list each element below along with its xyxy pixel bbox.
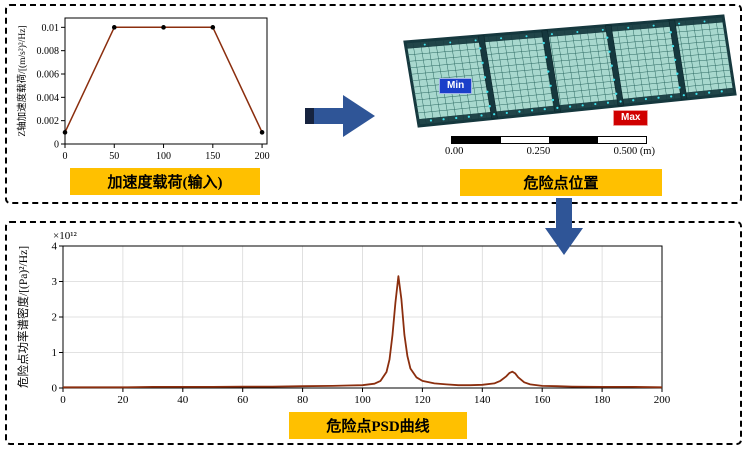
- svg-text:2: 2: [52, 312, 58, 324]
- scalebar-segment: [500, 137, 549, 143]
- svg-text:20: 20: [117, 394, 128, 406]
- svg-text:180: 180: [594, 394, 611, 406]
- scale-tick-label: 0.250: [526, 146, 551, 157]
- psd-chart: 0 20 40 60 80 100 120 140 160 180 200 0 1 2 3 4 危险点功率谱密度…: [16, 230, 671, 406]
- svg-text:危险点功率谱密度/[(Pa)²/Hz]: 危险点功率谱密度/[(Pa)²/Hz]: [16, 246, 30, 388]
- svg-text:60: 60: [237, 394, 249, 406]
- scalebar-segment: [549, 137, 598, 143]
- svg-text:100: 100: [354, 394, 371, 406]
- svg-text:40: 40: [177, 394, 189, 406]
- acceleration-caption: 加速度载荷(输入): [70, 168, 260, 195]
- svg-text:0.006: 0.006: [37, 70, 60, 81]
- svg-text:100: 100: [156, 151, 171, 162]
- svg-text:0: 0: [54, 140, 59, 151]
- flow-arrow-right-icon: [305, 95, 375, 137]
- svg-text:0: 0: [52, 383, 58, 395]
- psd-caption: 危险点PSD曲线: [289, 412, 467, 439]
- scale-bar: 0.00 0.250 0.500 (m): [445, 136, 655, 157]
- svg-text:200: 200: [255, 151, 270, 162]
- svg-text:0: 0: [63, 151, 68, 162]
- svg-text:Z轴加速度载荷/[(m/s²)²/Hz]: Z轴加速度载荷/[(m/s²)²/Hz]: [16, 25, 28, 136]
- scale-tick-label: 0.00: [445, 146, 464, 157]
- svg-text:120: 120: [414, 394, 431, 406]
- svg-text:80: 80: [297, 394, 309, 406]
- svg-text:1: 1: [52, 347, 58, 359]
- svg-text:140: 140: [474, 394, 491, 406]
- scale-labels: 0.00 0.250 0.500 (m): [445, 146, 655, 157]
- svg-text:160: 160: [534, 394, 551, 406]
- scale-tick-label: 0.500 (m): [613, 146, 655, 157]
- svg-text:50: 50: [109, 151, 119, 162]
- svg-text:×10¹²: ×10¹²: [53, 230, 78, 242]
- scalebar-segment: [452, 137, 501, 143]
- svg-text:0.004: 0.004: [37, 93, 60, 104]
- svg-text:150: 150: [205, 151, 220, 162]
- min-badge: Min: [439, 78, 473, 94]
- fea-model-view: Min Max 0.00 0.250 0.500 (m): [393, 8, 743, 168]
- svg-text:0: 0: [60, 394, 66, 406]
- scalebar-segments: [451, 136, 647, 144]
- flow-arrow-down-icon: [545, 198, 583, 255]
- svg-text:0.01: 0.01: [42, 23, 60, 34]
- svg-text:4: 4: [52, 241, 58, 253]
- svg-text:3: 3: [52, 276, 58, 288]
- fea-mesh: [403, 14, 737, 128]
- scalebar-segment: [597, 137, 646, 143]
- danger-location-caption: 危险点位置: [460, 169, 662, 196]
- max-badge: Max: [613, 110, 649, 126]
- svg-text:0.002: 0.002: [37, 116, 60, 127]
- top-panel: 0 50 100 150 200 0 0.002 0.004 0.006 0.008 0.01 Z轴加…: [5, 4, 742, 204]
- bottom-panel: 0 20 40 60 80 100 120 140 160 180 200 0 1 2 3 4 危险点功率谱密度…: [5, 221, 742, 445]
- svg-text:0.008: 0.008: [37, 46, 60, 57]
- acceleration-load-chart: 0 50 100 150 200 0 0.002 0.004 0.006 0.008 0.01 Z轴加…: [16, 17, 270, 162]
- svg-text:200: 200: [654, 394, 671, 406]
